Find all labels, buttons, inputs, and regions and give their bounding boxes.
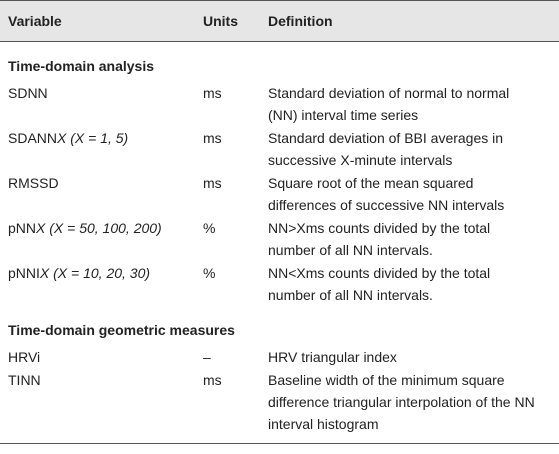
- definition-line: (NN) interval time series: [268, 107, 419, 123]
- definition-line: difference triangular interpolation of t…: [268, 394, 535, 410]
- definition-cell: HRV triangular index: [260, 345, 559, 368]
- definition-line: number of all NN intervals.: [268, 242, 433, 258]
- units-cell: %: [203, 265, 216, 281]
- variable-text: SDNN: [8, 85, 48, 101]
- table-header: Variable Units Definition: [0, 0, 559, 42]
- definition-line: differences of successive NN intervals: [268, 197, 505, 213]
- units-cell: ms: [203, 372, 222, 388]
- table-row: SDANNX (X = 1, 5) ms Standard deviation of…: [0, 126, 559, 171]
- table-row: pNNX (X = 50, 100, 200)% NN>Xms counts di…: [0, 216, 559, 261]
- definition-cell: NN<Xms counts divided by the total number…: [260, 261, 559, 306]
- variable-cell: SDNN: [0, 81, 195, 126]
- units-cell: –: [203, 349, 211, 365]
- header-cell: Units: [203, 13, 238, 29]
- variable-text: SDANN: [8, 130, 58, 146]
- variable-text: X (X = 50, 100, 200): [36, 220, 162, 236]
- section-row: Time-domain analysis: [0, 42, 559, 82]
- variable-text: X (X = 1, 5): [57, 130, 129, 146]
- variable-cell: pNNIX (X = 10, 20, 30): [0, 261, 195, 306]
- definition-cell: Standard deviation of BBI averages in suc…: [260, 126, 559, 171]
- definition-cell: Square root of the mean squared differenc…: [260, 171, 559, 216]
- definition-cell: Baseline width of the minimum square diff…: [260, 368, 559, 444]
- section-title: Time-domain analysis: [8, 58, 155, 74]
- table-row: SDNN ms Standard deviation of normal to no…: [0, 81, 559, 126]
- header-cell: Variable: [8, 13, 62, 29]
- section-row: Time-domain geometric measures: [0, 306, 559, 345]
- definition-line: NN>Xms counts divided by the total: [268, 220, 491, 236]
- header-row: Variable Units Definition: [0, 0, 559, 42]
- table-row: RMSSD ms Square root of the mean squared di…: [0, 171, 559, 216]
- definition-cell: NN>Xms counts divided by the total number…: [260, 216, 559, 261]
- definition-line: Baseline width of the minimum square: [268, 372, 505, 388]
- definition-line: Standard deviation of BBI averages in: [268, 130, 504, 146]
- units-cell: ms: [203, 130, 222, 146]
- variable-cell: HRVi: [0, 345, 195, 368]
- variable-text: TINN: [8, 372, 41, 388]
- definition-line: successive X-minute intervals: [268, 152, 453, 168]
- section-title: Time-domain geometric measures: [8, 322, 235, 338]
- definition-line: HRV triangular index: [268, 349, 397, 365]
- definition-line: number of all NN intervals.: [268, 287, 433, 303]
- table-body: Time-domain analysis SDNN ms Standard devia…: [0, 42, 559, 444]
- variable-cell: TINN: [0, 368, 195, 444]
- header-cell: Definition: [268, 13, 333, 29]
- definition-line: Square root of the mean squared: [268, 175, 474, 191]
- table-row: pNNIX (X = 10, 20, 30)% NN<Xms counts div…: [0, 261, 559, 306]
- definition-line: interval histogram: [268, 416, 379, 432]
- variable-cell: RMSSD: [0, 171, 195, 216]
- units-cell: %: [203, 220, 216, 236]
- definition-line: Standard deviation of normal to normal: [268, 85, 510, 101]
- variable-text: pNN: [8, 220, 37, 236]
- variable-text: RMSSD: [8, 175, 59, 191]
- definition-cell: Standard deviation of normal to normal (N…: [260, 81, 559, 126]
- data-table: Variable Units Definition Time-domain an…: [0, 0, 559, 444]
- units-cell: ms: [203, 175, 222, 191]
- variable-text: X (X = 10, 20, 30): [39, 265, 151, 281]
- variable-cell: SDANNX (X = 1, 5): [0, 126, 195, 171]
- variable-cell: pNNX (X = 50, 100, 200): [0, 216, 195, 261]
- variable-text: HRVi: [8, 349, 41, 365]
- variable-text: pNNI: [8, 265, 40, 281]
- definition-line: NN<Xms counts divided by the total: [268, 265, 491, 281]
- units-cell: ms: [203, 85, 222, 101]
- table-row: TINN ms Baseline width of the minimum squa…: [0, 368, 559, 444]
- table-row: HRVi – HRV triangular index: [0, 345, 559, 368]
